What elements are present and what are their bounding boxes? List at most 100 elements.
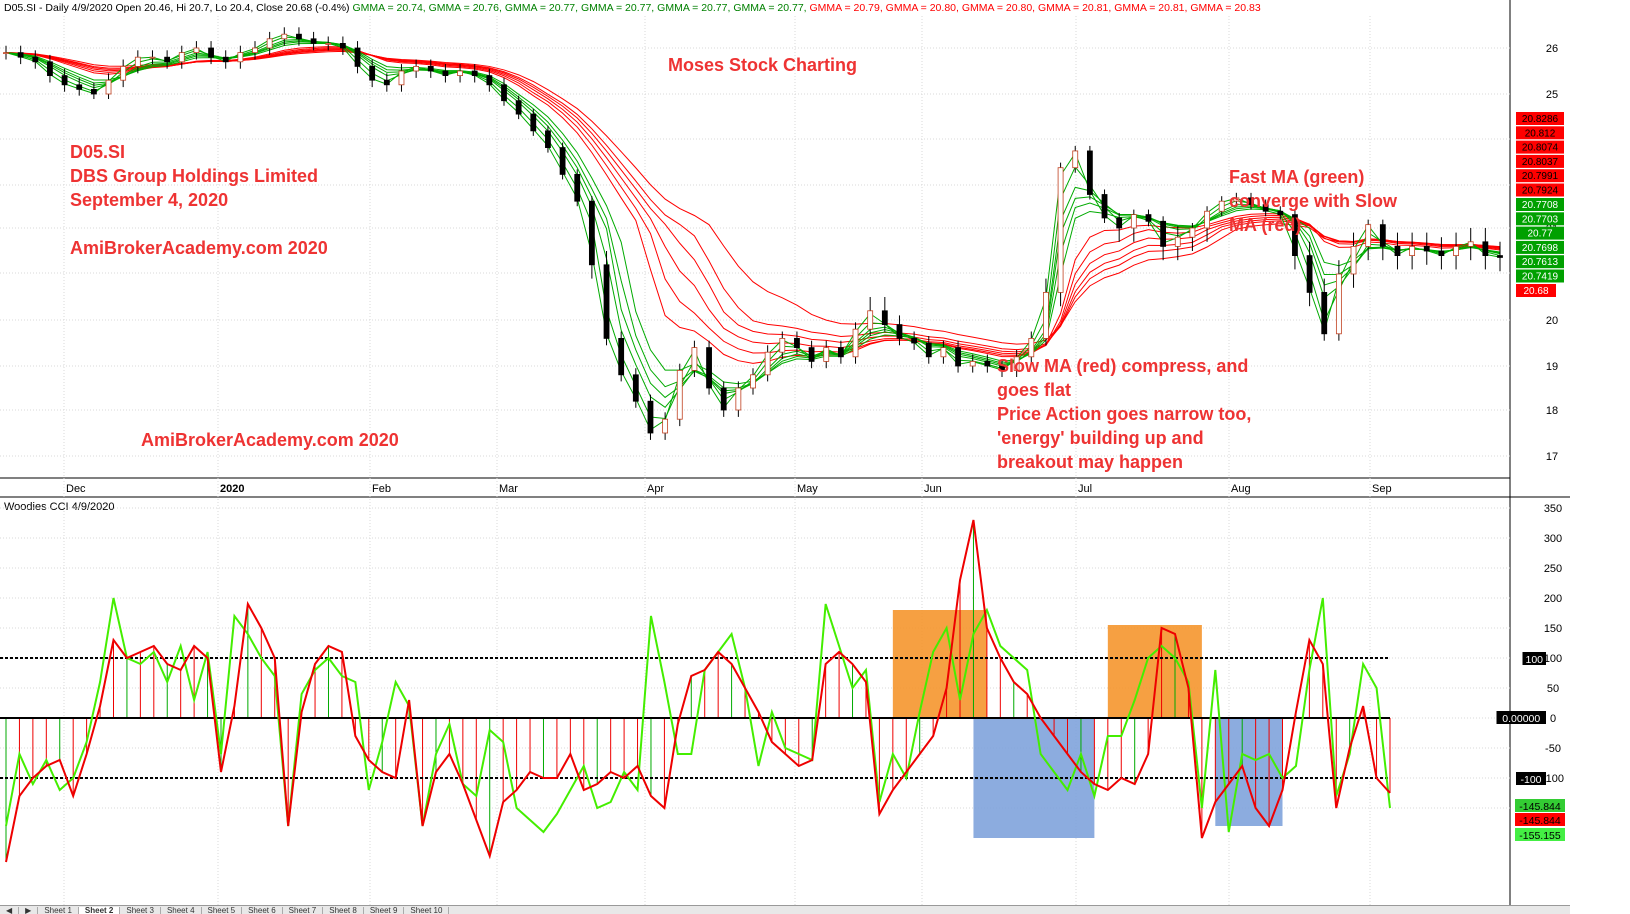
slow-ma-value-box [1516, 169, 1564, 183]
header-gmma-value: GMMA = 20.74, [352, 2, 428, 14]
sheet-tab[interactable]: Sheet 3 [120, 907, 161, 914]
cci-value-box [1496, 711, 1546, 724]
symbol-label: D05.SI [70, 142, 125, 162]
header-gmma-value: GMMA = 20.77, [581, 2, 657, 14]
candle-body [76, 84, 83, 90]
header-gmma-value: GMMA = 20.81, [1114, 2, 1190, 14]
sheet-tab[interactable]: ◀ [0, 907, 20, 914]
candle-body [925, 342, 932, 358]
candle-body [501, 84, 507, 102]
sheet-tab[interactable]: Sheet 10 [404, 907, 450, 914]
fast-ma-value: 20.7703 [1522, 214, 1559, 225]
month-label: Feb [372, 483, 391, 495]
cci-tick-label: 150 [1544, 623, 1562, 635]
slow-ma-note: Slow MA (red) compress, and [997, 356, 1248, 376]
slow-ma-value-box [1516, 183, 1564, 197]
candle-body [837, 347, 844, 358]
fast-ma-value-box [1516, 255, 1564, 269]
candle-body [1262, 204, 1269, 212]
candle-body [1028, 337, 1035, 358]
cci-tick-label: 300 [1544, 533, 1562, 545]
candle-body [691, 347, 698, 371]
candle-body [222, 56, 229, 63]
fast-ma-value-box [1516, 198, 1564, 211]
candle-body [794, 337, 800, 348]
cci-tick-label: 100 [1544, 653, 1562, 665]
site-label-2: AmiBrokerAcademy.com 2020 [141, 430, 399, 450]
cci-tick-label: -100 [1542, 773, 1564, 785]
candle-body [1043, 291, 1049, 339]
fast-ma-value: 20.7613 [1522, 257, 1559, 268]
candle-body [3, 52, 9, 54]
candle-body [662, 418, 669, 434]
slow-ma-value: 20.7991 [1522, 171, 1559, 182]
candle-body [1350, 245, 1357, 275]
cci-value-label: 0.00000 [1502, 713, 1540, 725]
slow-ma-value-box [1516, 126, 1564, 140]
slow-ma-value-box [1516, 140, 1564, 154]
slow-ma-note: breakout may happen [997, 452, 1183, 472]
candle-body [1482, 241, 1489, 257]
sheet-tab[interactable]: ▶ [19, 907, 39, 914]
candle-body [867, 310, 874, 330]
cci-value-box [1522, 652, 1546, 665]
candle-body [911, 337, 918, 344]
candle-body [720, 387, 727, 411]
sheet-tab[interactable]: Sheet 4 [161, 907, 202, 914]
candle-body [735, 387, 742, 411]
header-gmma-value: GMMA = 20.79, [810, 2, 886, 14]
price-tick-label: 25 [1546, 89, 1558, 101]
month-label: 2020 [220, 483, 244, 495]
candle-body [545, 130, 551, 149]
last-close-box [1516, 284, 1556, 297]
candle-body [1218, 200, 1225, 212]
candle-body [530, 113, 537, 132]
cci-highlight-orange [1107, 625, 1202, 718]
price-tick-label: 19 [1546, 361, 1558, 373]
candle-body [808, 347, 815, 362]
candle-body [1335, 273, 1342, 335]
sheet-tab[interactable]: Sheet 7 [283, 907, 324, 914]
candle-body [559, 147, 566, 175]
candle-body [105, 79, 112, 95]
cci-value-box [1516, 772, 1546, 785]
fast-ma-value-box [1516, 226, 1564, 240]
turbo-cci-line [5, 519, 1391, 863]
slow-ma-note: Price Action goes narrow too, [997, 404, 1251, 424]
candle-body [1438, 250, 1445, 256]
sheet-tab[interactable]: Sheet 5 [202, 907, 243, 914]
sheet-tab[interactable]: Sheet 1 [38, 907, 79, 914]
month-label: Jul [1078, 483, 1092, 495]
fast-ma-value: 20.7698 [1522, 243, 1559, 254]
cci-value-box [1515, 813, 1565, 826]
cci-tick-label: 200 [1544, 593, 1562, 605]
candle-body [383, 79, 390, 86]
cci-value-box [1515, 799, 1565, 812]
candle-body [1394, 245, 1401, 256]
candle-body [32, 56, 39, 63]
last-close-value: 20.68 [1523, 286, 1548, 297]
candle-body [1248, 197, 1254, 205]
fast-ma-value: 20.77 [1527, 229, 1552, 240]
header-gmma-value: GMMA = 20.77, [733, 2, 809, 14]
candle-body [603, 264, 610, 339]
company-label: DBS Group Holdings Limited [70, 166, 318, 186]
candle-body [149, 56, 156, 59]
slow-ma-note: 'energy' building up and [997, 428, 1204, 448]
sheet-tab[interactable]: Sheet 6 [242, 907, 283, 914]
candle-body [61, 75, 68, 86]
candle-body [237, 52, 244, 63]
sheet-tab[interactable]: Sheet 2 [78, 907, 121, 914]
candle-body [618, 337, 625, 376]
candle-body [632, 374, 639, 402]
candle-body [1306, 255, 1313, 293]
candle-body [1204, 210, 1210, 229]
candle-body [1277, 210, 1284, 215]
candle-body [1365, 224, 1372, 247]
candle-body [1497, 255, 1503, 258]
month-label: Jun [924, 483, 942, 495]
sheet-tab[interactable]: Sheet 9 [364, 907, 405, 914]
cci-highlight-blue [1215, 718, 1283, 826]
sheet-tab[interactable]: Sheet 8 [323, 907, 364, 914]
